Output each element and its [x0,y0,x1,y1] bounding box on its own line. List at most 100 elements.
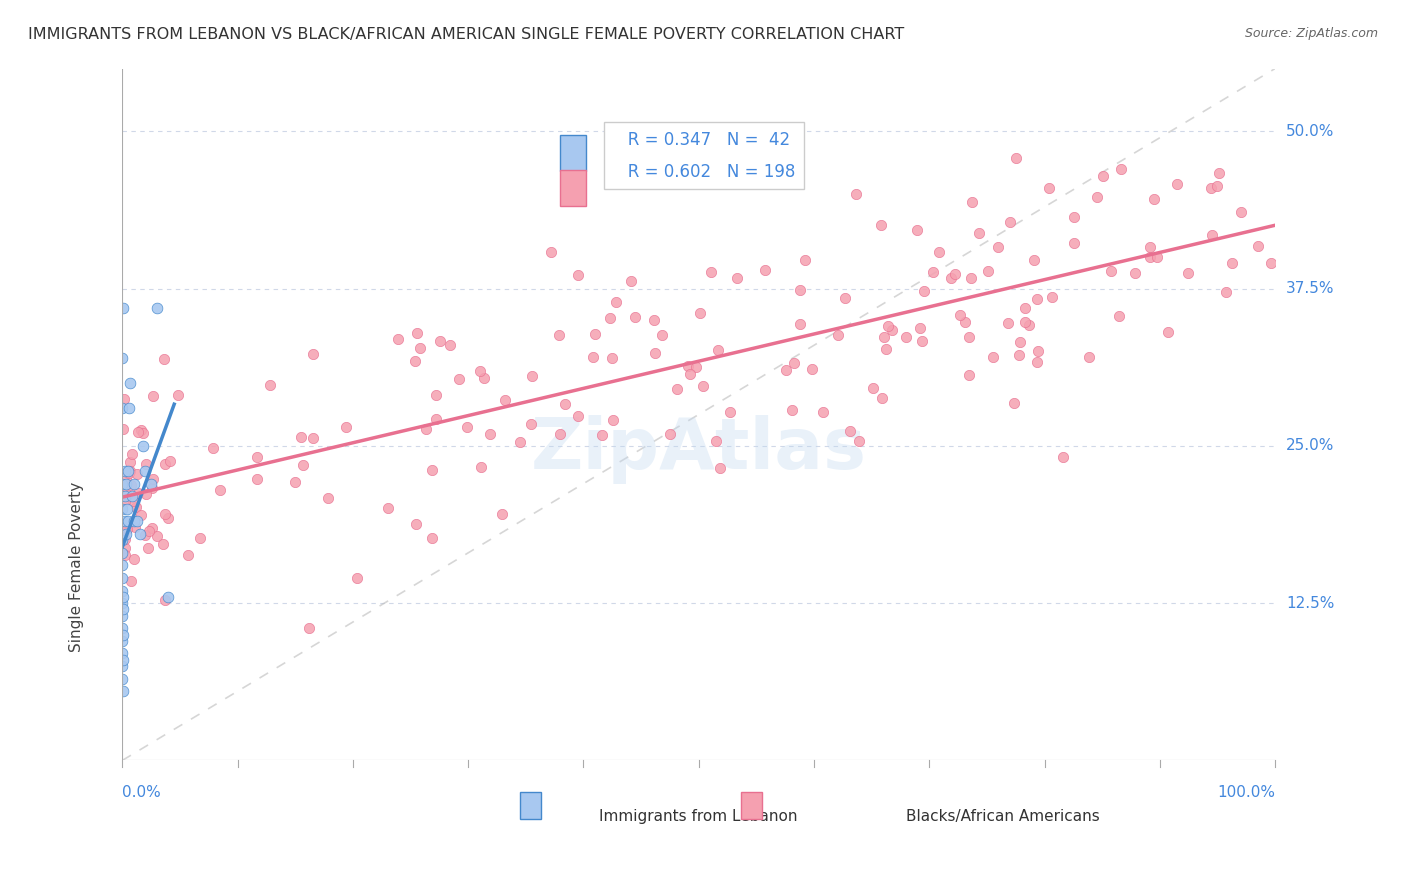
Point [665,382,688,396]
Point [1177,266,1199,280]
Point [827,327,849,342]
Point [1008,334,1031,349]
Point [120,376,142,390]
Point [520,417,543,432]
Point [1123,266,1146,280]
Point [291,458,314,473]
Point [718,405,741,419]
Point [111,647,134,661]
FancyBboxPatch shape [561,135,586,171]
Point [335,420,357,434]
Point [1018,318,1040,332]
Point [127,425,149,440]
Point [159,454,181,468]
Point [685,360,707,375]
Point [1025,355,1047,369]
Point [957,330,980,344]
Point [943,267,966,281]
Point [862,381,884,395]
Point [540,245,562,260]
Point [494,392,516,407]
Point [127,515,149,529]
Point [298,621,321,635]
Point [302,431,325,445]
Point [111,488,134,502]
Point [157,590,180,604]
Text: ZipAtlas: ZipAtlas [530,415,866,483]
Point [709,460,731,475]
Point [800,362,823,376]
Point [377,501,399,516]
Point [1146,250,1168,264]
Point [834,291,856,305]
Text: R = 0.347   N =  42
   R = 0.602   N = 198: R = 0.347 N = 42 R = 0.602 N = 198 [612,131,796,181]
Point [111,558,134,573]
Point [114,541,136,556]
Text: Single Female Poverty: Single Female Poverty [69,482,84,652]
Point [782,356,804,370]
Point [939,271,962,285]
FancyBboxPatch shape [741,791,762,819]
Point [439,338,461,352]
Point [845,186,868,201]
Point [302,347,325,361]
Point [127,467,149,482]
Point [582,350,605,364]
Point [146,301,169,315]
Point [547,327,569,342]
Point [132,439,155,453]
Point [111,501,134,516]
Point [135,487,157,501]
Point [120,574,142,588]
Point [1014,301,1036,315]
Point [1008,348,1031,362]
Point [112,602,135,616]
Point [246,450,269,465]
Point [591,428,613,442]
Point [1108,309,1130,323]
Point [318,491,340,506]
Point [960,271,983,285]
Point [997,316,1019,330]
Point [112,590,135,604]
Point [246,472,269,486]
Point [679,367,702,381]
Point [1014,315,1036,329]
Point [129,508,152,523]
Point [124,551,146,566]
Point [111,524,134,538]
Text: 50.0%: 50.0% [1286,124,1334,139]
Point [111,633,134,648]
Point [447,372,470,386]
Point [470,460,492,475]
Point [1230,205,1253,219]
Point [111,608,134,623]
Point [127,486,149,500]
Text: Immigrants from Lebanon: Immigrants from Lebanon [599,809,799,824]
Point [129,423,152,437]
Point [409,341,432,355]
Point [949,309,972,323]
Point [1201,227,1223,242]
Point [692,379,714,393]
Point [1024,252,1046,267]
Point [967,226,990,240]
Point [567,268,589,282]
Point [128,527,150,541]
Point [152,537,174,551]
Point [725,270,748,285]
Point [112,653,135,667]
Point [112,301,135,315]
Point [125,500,148,515]
Point [111,351,134,365]
Point [1026,344,1049,359]
Point [478,427,501,442]
Point [138,541,160,556]
Point [387,332,409,346]
Point [1199,181,1222,195]
Point [583,326,606,341]
Point [1139,251,1161,265]
Point [894,330,917,344]
Point [166,388,188,402]
Point [121,489,143,503]
